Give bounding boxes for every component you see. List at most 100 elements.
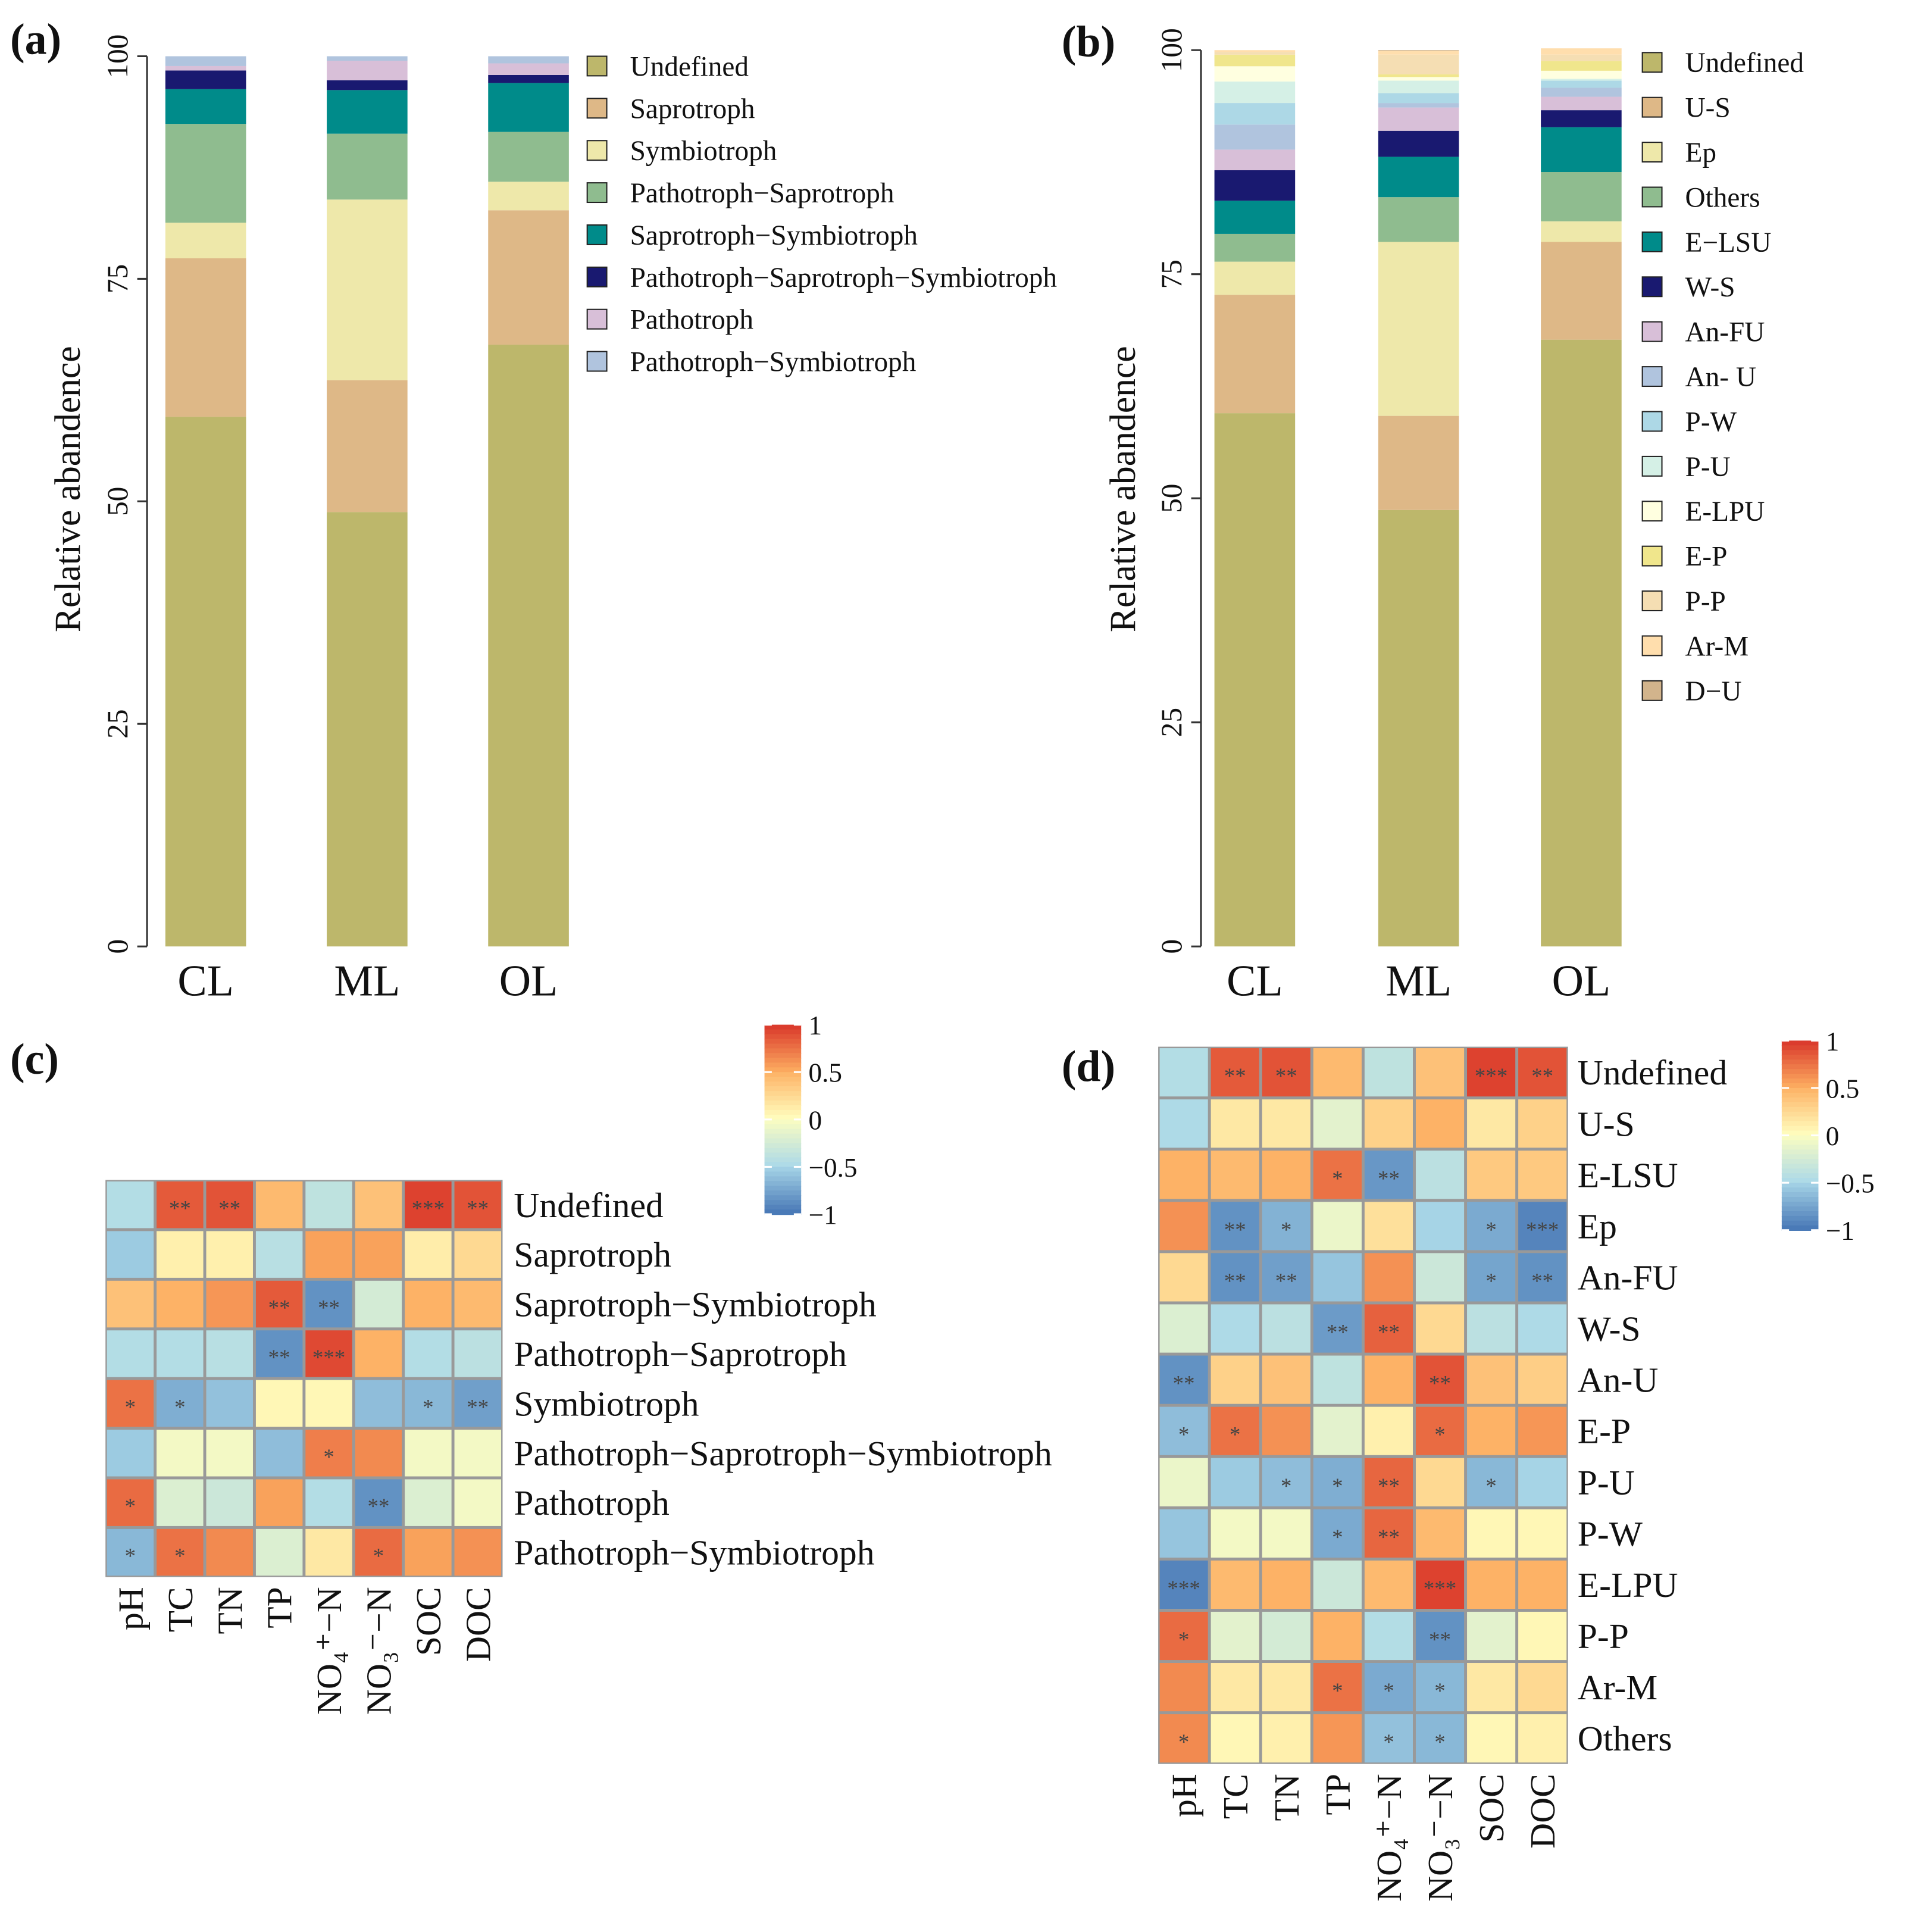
- significance-marker: **: [1378, 1320, 1400, 1345]
- colorbar-segment: [1781, 1092, 1819, 1099]
- x-category-label: CL: [177, 956, 233, 1005]
- colorbar-tick-label: −0.5: [1826, 1169, 1875, 1199]
- colorbar-segment: [764, 1181, 802, 1187]
- colorbar-segment: [1781, 1069, 1819, 1075]
- significance-marker: ***: [1526, 1217, 1559, 1242]
- colorbar-segment: [1781, 1197, 1819, 1203]
- bar-segment-OL-6: [488, 63, 569, 75]
- heatmap-cell: [405, 1528, 452, 1576]
- legend-label: Pathotroph−Saprotroph: [630, 178, 894, 209]
- heatmap-cell: [1313, 1509, 1362, 1558]
- colorbar-segment: [1781, 1211, 1819, 1217]
- significance-marker: ***: [412, 1196, 445, 1221]
- heatmap-cell: [305, 1479, 352, 1526]
- legend-label: P-U: [1685, 452, 1731, 483]
- heatmap-cell: [1211, 1151, 1259, 1199]
- colorbar-segment: [1781, 1130, 1819, 1136]
- y-tick-label: 50: [1155, 484, 1188, 513]
- legend-label: E-P: [1685, 542, 1728, 573]
- significance-marker: **: [367, 1494, 389, 1518]
- legend-swatch: [1641, 96, 1663, 118]
- significance-marker: *: [174, 1395, 185, 1419]
- colorbar-segment: [764, 1186, 802, 1192]
- column-label: TN: [210, 1587, 249, 1634]
- heatmap-cell: [1467, 1355, 1516, 1404]
- heatmap-cell: [1262, 1509, 1310, 1558]
- bar-segment-CL-0: [165, 417, 246, 947]
- heatmap-cell: [1415, 1099, 1465, 1148]
- significance-marker: *: [1332, 1166, 1343, 1190]
- colorbar-segment: [1781, 1154, 1819, 1160]
- bar-segment-CL-3: [165, 124, 246, 223]
- column-label: TC: [161, 1587, 200, 1632]
- y-tick-label: 25: [101, 709, 134, 739]
- heatmap-cell: [1262, 1406, 1310, 1455]
- heatmap-cell: [206, 1181, 253, 1228]
- heatmap-cell: [1262, 1560, 1310, 1609]
- significance-marker: **: [318, 1296, 340, 1320]
- colorbar-segment: [764, 1152, 802, 1158]
- colorbar-segment: [1781, 1173, 1819, 1179]
- significance-marker: *: [423, 1395, 433, 1419]
- colorbar-segment: [1781, 1135, 1819, 1141]
- bar-segment-CL-5: [165, 70, 246, 89]
- legend-label: Undefined: [630, 51, 749, 82]
- heatmap-cell: [1415, 1202, 1465, 1251]
- colorbar-segment: [764, 1195, 802, 1201]
- column-label: NO₄⁺−N: [1369, 1774, 1409, 1902]
- colorbar-segment: [764, 1133, 802, 1139]
- heatmap-cell: [107, 1330, 154, 1377]
- heatmap-d: ** ** *** *** **** * * ***** ** * **** **** *** * ** * *…: [1158, 1027, 1875, 1902]
- bar-segment-CL-11: [1214, 54, 1296, 67]
- colorbar-segment: [1781, 1126, 1819, 1131]
- x-category-label: ML: [334, 956, 400, 1005]
- column-label: DOC: [1523, 1774, 1562, 1849]
- colorbar-segment: [1781, 1145, 1819, 1151]
- heatmap-cell: [1364, 1202, 1413, 1251]
- bar-segment-OL-5: [488, 74, 569, 83]
- heatmap-cell: [255, 1181, 303, 1228]
- bar-segment-OL-11: [1541, 61, 1622, 71]
- bar-segment-CL-2: [165, 223, 246, 259]
- bar-segment-OL-12: [1541, 54, 1622, 61]
- heatmap-cell: [1211, 1304, 1259, 1353]
- heatmap-cell: [355, 1430, 402, 1477]
- heatmap-cell: [1415, 1048, 1465, 1097]
- row-label: E-P: [1578, 1412, 1631, 1451]
- legend-swatch: [1641, 321, 1663, 342]
- heatmap-cell: [107, 1380, 154, 1427]
- significance-marker: **: [1224, 1268, 1246, 1293]
- bar-segment-OL-9: [1541, 79, 1622, 81]
- column-label: TN: [1267, 1774, 1306, 1821]
- y-tick-label: 100: [1155, 28, 1188, 72]
- heatmap-cell: [355, 1181, 402, 1228]
- heatmap-cell: [1313, 1304, 1362, 1353]
- heatmap-cell: [405, 1430, 452, 1477]
- legend-swatch: [1641, 52, 1663, 73]
- colorbar-segment: [1781, 1078, 1819, 1084]
- heatmap-cell: [1467, 1151, 1516, 1199]
- bar-segment-CL-5: [1214, 170, 1296, 201]
- heatmap-cell: [157, 1330, 204, 1377]
- panel-label-c: (c): [10, 1034, 59, 1083]
- significance-marker: ***: [1475, 1064, 1507, 1088]
- column-label: pH: [111, 1587, 150, 1630]
- column-label: SOC: [409, 1587, 448, 1656]
- heatmap-cell: [1364, 1304, 1413, 1353]
- significance-marker: *: [174, 1544, 185, 1568]
- colorbar-tick-label: −1: [1826, 1216, 1854, 1246]
- colorbar-segment: [1781, 1215, 1819, 1222]
- significance-marker: *: [1281, 1217, 1291, 1242]
- heatmap-cell: [1211, 1099, 1259, 1148]
- heatmap-cell: [1518, 1151, 1567, 1199]
- legend-swatch: [1641, 590, 1663, 612]
- legend-swatch: [586, 140, 608, 161]
- colorbar-segment: [764, 1114, 802, 1121]
- significance-marker: *: [1434, 1423, 1445, 1447]
- row-label: E-LSU: [1578, 1155, 1678, 1195]
- heatmap-cell: [1159, 1714, 1208, 1763]
- bar-segment-CL-1: [1214, 295, 1296, 414]
- colorbar-segment: [1781, 1159, 1819, 1165]
- heatmap-cell: [1262, 1253, 1310, 1302]
- heatmap-cell: [1211, 1663, 1259, 1712]
